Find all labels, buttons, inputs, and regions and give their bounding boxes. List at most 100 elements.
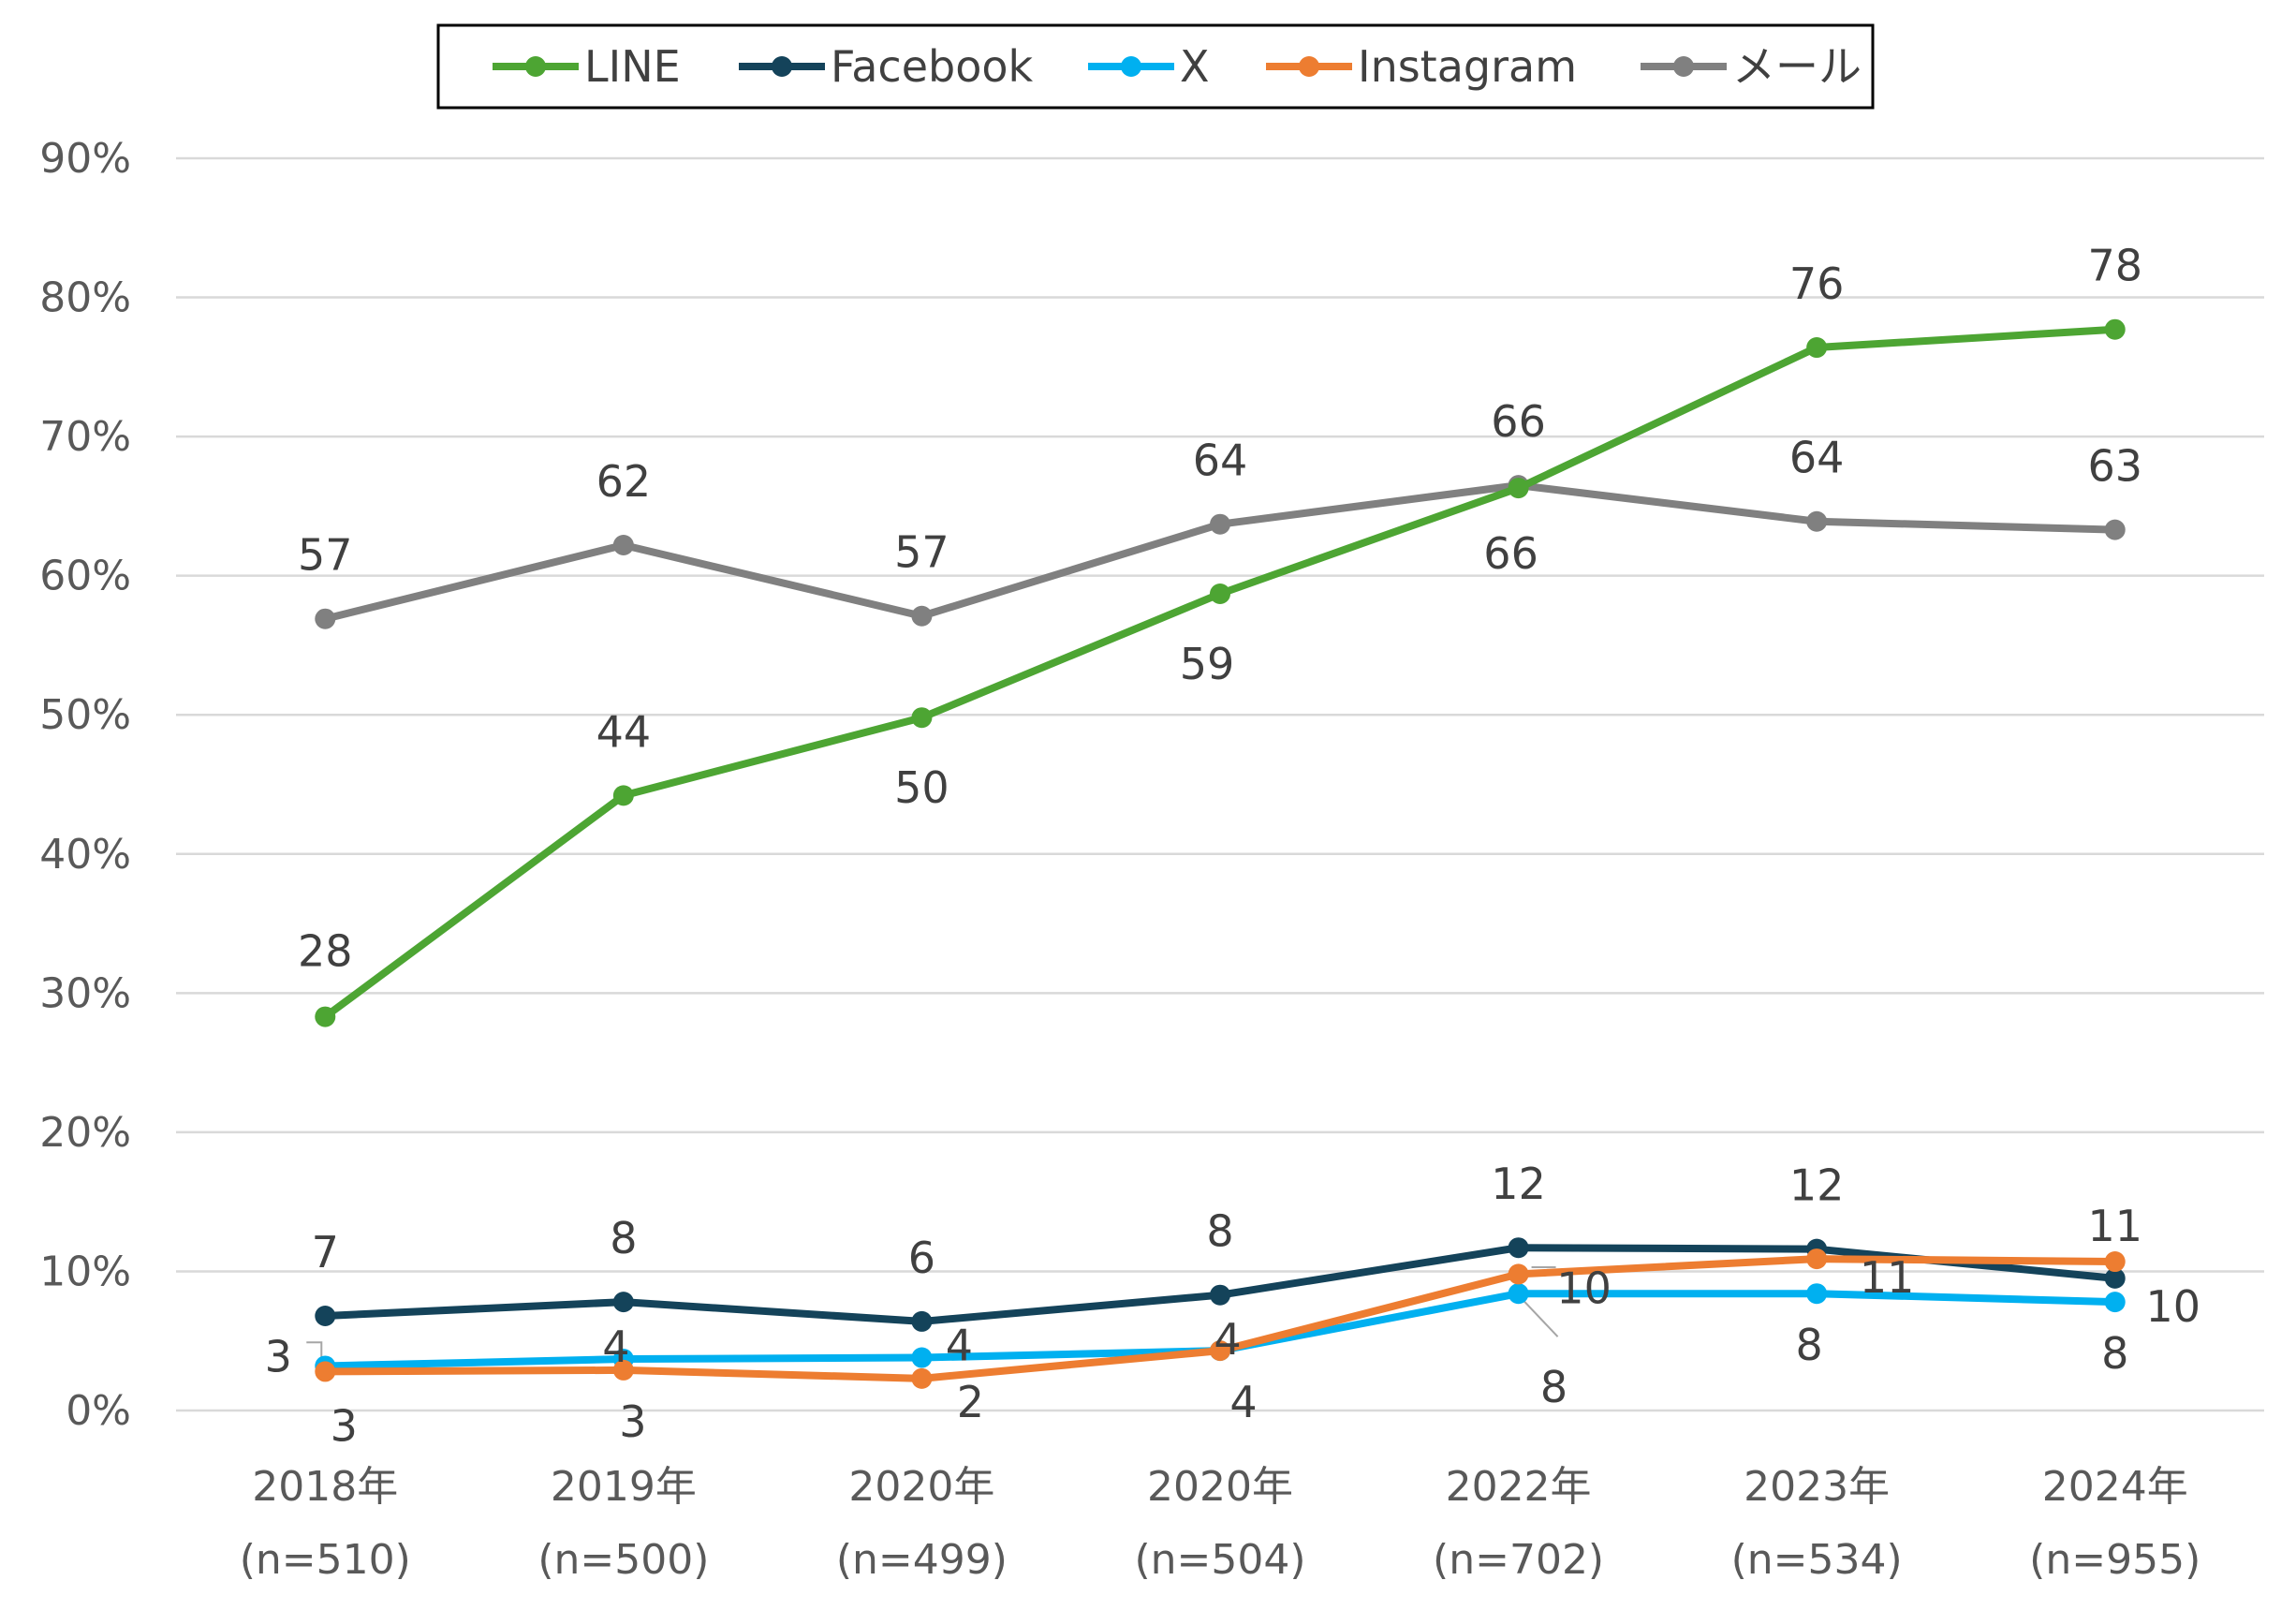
data-point	[911, 1310, 933, 1332]
data-label: 64	[1789, 433, 1845, 483]
gridlines	[176, 156, 2264, 1412]
legend-swatch-marker	[772, 56, 792, 77]
y-tick-label: 40%	[39, 831, 131, 879]
data-label: 8	[1206, 1206, 1233, 1257]
data-point	[612, 1292, 634, 1313]
legend-label: Facebook	[831, 41, 1034, 92]
data-label: 50	[894, 762, 949, 813]
y-tick-label: 90%	[39, 135, 131, 183]
x-tick-label-n: (n=500)	[537, 1536, 709, 1584]
y-tick-label: 70%	[39, 413, 131, 461]
y-tick-label: 80%	[39, 274, 131, 322]
data-label: 11	[1860, 1252, 1915, 1303]
data-label: 8	[1796, 1320, 1823, 1370]
data-point	[1508, 1263, 1529, 1285]
leader-line	[1523, 1300, 1559, 1337]
legend-swatch-marker	[1121, 56, 1141, 77]
y-tick-label: 60%	[39, 553, 131, 600]
data-point	[315, 1361, 336, 1382]
data-point	[612, 785, 634, 806]
y-tick-label: 10%	[39, 1248, 131, 1295]
legend-label: X	[1180, 41, 1210, 92]
x-tick-label-n: (n=955)	[2029, 1536, 2200, 1584]
legend-swatch-marker	[1299, 56, 1319, 77]
x-axis-tick-labels: 2018年 (n=510) 2019年 (n=500) 2020年 (n=499) 2020…	[240, 1463, 2201, 1584]
series-lines	[315, 318, 2126, 1389]
data-point	[2104, 1292, 2126, 1313]
data-point	[315, 1006, 336, 1027]
x-tick-label-year: 2020年	[848, 1463, 994, 1511]
data-label: 6	[908, 1233, 935, 1283]
x-tick-label-year: 2023年	[1744, 1463, 1890, 1511]
y-axis-tick-labels: 0% 10% 20% 30% 40% 50% 60% 70% 80% 90%	[39, 135, 131, 1435]
data-point	[2104, 318, 2126, 340]
legend-swatch-marker	[1673, 56, 1694, 77]
data-label: 10	[2145, 1281, 2200, 1332]
data-label: 7	[312, 1227, 339, 1278]
data-point	[2104, 1251, 2126, 1273]
data-label: 12	[1491, 1159, 1546, 1209]
data-point	[612, 1359, 634, 1381]
data-label: 10	[1556, 1263, 1612, 1313]
data-label: 44	[596, 706, 652, 757]
x-tick-label-n: (n=702)	[1433, 1536, 1604, 1584]
data-label: 3	[331, 1400, 358, 1451]
data-point	[911, 1367, 933, 1389]
x-tick-label-n: (n=504)	[1134, 1536, 1305, 1584]
x-tick-label-year: 2024年	[2042, 1463, 2188, 1511]
data-point	[1210, 513, 1230, 535]
data-label: 66	[1483, 528, 1538, 579]
data-label: 57	[298, 530, 353, 581]
x-tick-label-year: 2022年	[1446, 1463, 1592, 1511]
y-tick-label: 50%	[39, 691, 131, 739]
data-label: 66	[1491, 396, 1546, 447]
x-tick-label-year: 2018年	[252, 1463, 398, 1511]
data-point	[1508, 1283, 1529, 1305]
data-label: 8	[610, 1213, 637, 1263]
data-point	[1806, 1283, 1828, 1305]
data-point	[1806, 510, 1828, 532]
data-point	[1210, 1284, 1230, 1306]
data-label: 4	[602, 1322, 629, 1372]
data-label: 3	[265, 1331, 292, 1381]
data-point	[911, 605, 933, 627]
data-label: 4	[946, 1321, 973, 1371]
data-label: 64	[1193, 436, 1248, 486]
data-point	[2104, 519, 2126, 540]
data-label: 4	[1229, 1377, 1257, 1427]
data-label: 3	[619, 1396, 646, 1447]
data-label: 11	[2087, 1201, 2142, 1251]
data-point	[1508, 1237, 1529, 1259]
x-tick-label-year: 2019年	[551, 1463, 697, 1511]
data-point	[2104, 1267, 2126, 1289]
legend-label: Instagram	[1358, 41, 1577, 92]
data-label: 8	[1540, 1362, 1567, 1412]
data-label: 28	[298, 926, 353, 977]
data-point	[911, 707, 933, 729]
x-tick-label-n: (n=510)	[240, 1536, 411, 1584]
data-point	[315, 608, 336, 629]
data-label: 12	[1789, 1160, 1845, 1211]
data-point	[1210, 1340, 1230, 1362]
data-label: 8	[2101, 1328, 2128, 1379]
legend-label: LINE	[584, 41, 681, 92]
data-label: 57	[894, 527, 949, 578]
x-tick-label-n: (n=499)	[836, 1536, 1008, 1584]
data-label: 2	[957, 1377, 984, 1427]
label-leader-lines	[306, 1265, 1559, 1359]
data-label: 62	[596, 456, 652, 507]
legend: LINE Facebook X Instagram メール	[436, 23, 1875, 110]
y-tick-label: 30%	[39, 969, 131, 1017]
data-point	[612, 534, 634, 555]
data-label: 78	[2087, 241, 2142, 291]
data-label: 59	[1180, 639, 1235, 689]
data-point	[911, 1347, 933, 1368]
legend-swatch-marker	[525, 56, 546, 77]
data-label: 76	[1789, 258, 1845, 309]
y-tick-label: 0%	[66, 1387, 131, 1435]
data-point	[1806, 337, 1828, 359]
data-point	[1508, 478, 1529, 499]
x-tick-label-year: 2020年	[1147, 1463, 1293, 1511]
